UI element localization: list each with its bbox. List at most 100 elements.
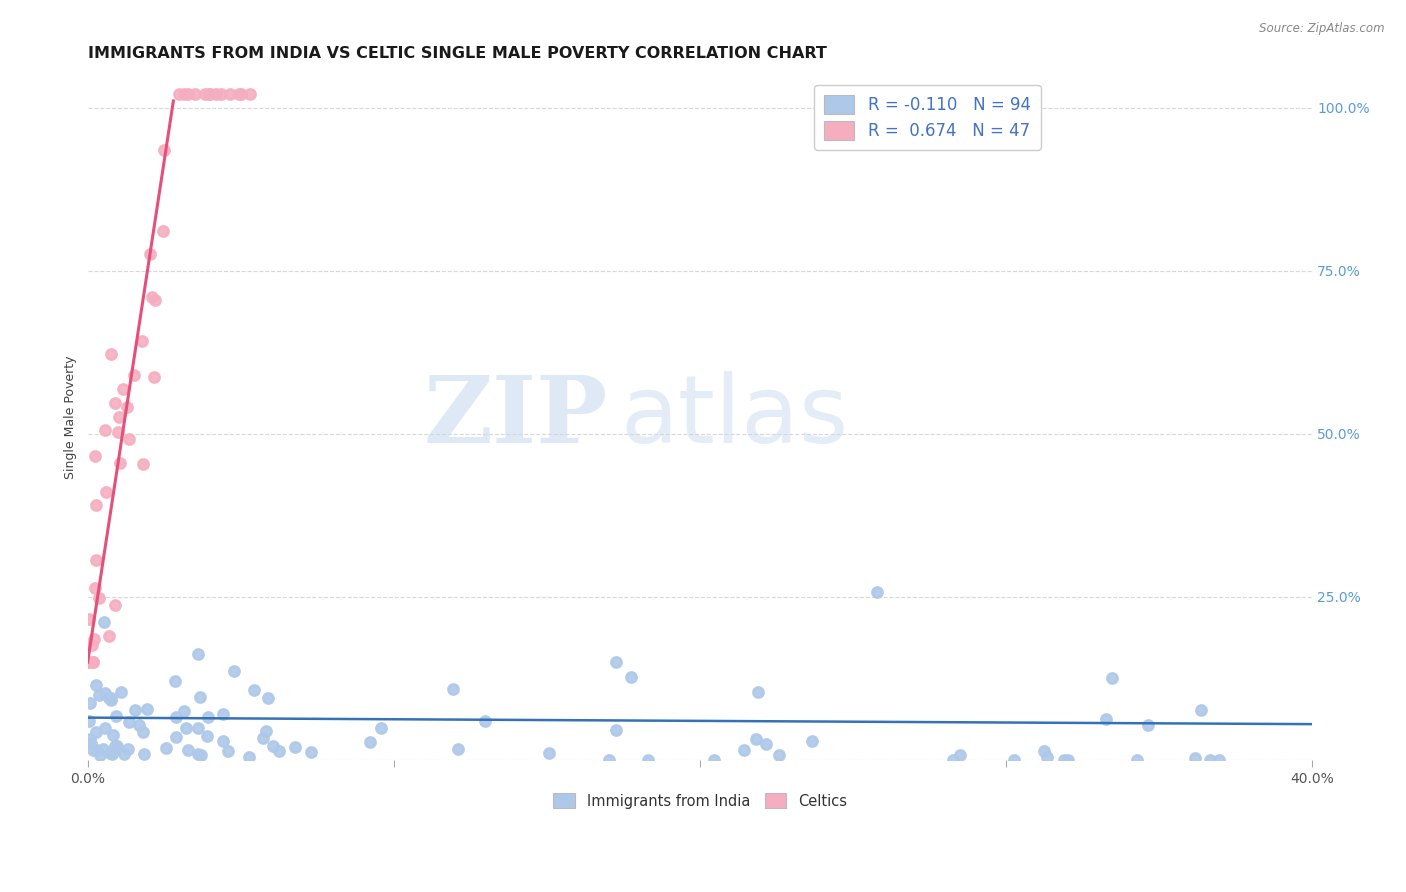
Point [79, 736, 101, 750]
Point [100, 347, 122, 361]
Point [96, 484, 118, 499]
Point [108, 410, 131, 425]
Point [174, 721, 197, 735]
Point [598, 753, 620, 767]
Point [163, 673, 186, 688]
Point [243, 683, 266, 698]
Point [101, 746, 124, 760]
Point [94, 423, 117, 437]
Point [177, 742, 200, 756]
Point [1126, 753, 1149, 767]
Point [370, 721, 392, 735]
Point [187, 648, 209, 662]
Point [257, 691, 280, 706]
Point [112, 747, 135, 762]
Point [82, 638, 104, 652]
Point [173, 704, 195, 718]
Point [77, 655, 100, 669]
Point [142, 369, 165, 384]
Point [177, 87, 200, 102]
Point [143, 293, 166, 307]
Point [1101, 671, 1123, 685]
Point [441, 681, 464, 696]
Point [1033, 744, 1056, 758]
Point [212, 707, 235, 722]
Point [1057, 753, 1080, 767]
Point [105, 709, 128, 723]
Point [212, 733, 235, 747]
Point [537, 746, 560, 760]
Point [252, 731, 274, 745]
Point [124, 703, 146, 717]
Point [77, 714, 100, 728]
Point [118, 715, 141, 730]
Point [76, 655, 98, 669]
Point [359, 735, 381, 749]
Point [110, 685, 132, 699]
Point [1002, 753, 1025, 767]
Point [79, 697, 101, 711]
Point [228, 87, 250, 102]
Point [82, 742, 104, 756]
Point [747, 685, 769, 699]
Point [101, 747, 124, 761]
Point [83, 449, 105, 463]
Point [637, 753, 659, 767]
Point [173, 87, 195, 102]
Point [115, 400, 138, 414]
Point [197, 710, 219, 724]
Point [141, 290, 163, 304]
Point [866, 585, 889, 599]
Point [205, 87, 228, 102]
Point [744, 731, 766, 746]
Point [1053, 753, 1076, 767]
Point [605, 655, 627, 669]
Point [86, 743, 108, 757]
Point [138, 247, 160, 261]
Legend: Immigrants from India, Celtics: Immigrants from India, Celtics [547, 788, 853, 814]
Point [238, 750, 260, 764]
Point [118, 432, 141, 446]
Point [217, 744, 239, 758]
Point [87, 591, 110, 606]
Point [86, 725, 108, 739]
Point [1189, 703, 1212, 717]
Point [1094, 712, 1116, 726]
Point [299, 745, 322, 759]
Point [100, 690, 122, 705]
Point [188, 690, 211, 705]
Point [1136, 717, 1159, 731]
Point [104, 396, 127, 410]
Point [620, 670, 643, 684]
Point [105, 739, 128, 753]
Point [733, 743, 755, 757]
Point [195, 729, 218, 743]
Point [132, 458, 155, 472]
Point [82, 655, 104, 669]
Point [165, 710, 187, 724]
Point [97, 690, 120, 705]
Point [79, 731, 101, 746]
Point [87, 688, 110, 702]
Point [101, 728, 124, 742]
Point [801, 733, 824, 747]
Point [84, 581, 107, 595]
Point [82, 655, 104, 669]
Point [108, 456, 131, 470]
Point [84, 498, 107, 512]
Point [104, 599, 127, 613]
Point [131, 334, 153, 349]
Point [269, 744, 291, 758]
Point [254, 723, 277, 738]
Point [98, 746, 121, 760]
Point [209, 87, 232, 102]
Point [155, 741, 177, 756]
Text: atlas: atlas [620, 371, 849, 464]
Text: Source: ZipAtlas.com: Source: ZipAtlas.com [1260, 22, 1385, 36]
Point [77, 612, 100, 626]
Point [224, 664, 246, 678]
Point [187, 721, 209, 735]
Point [91, 742, 114, 756]
Point [100, 693, 122, 707]
Point [134, 747, 156, 762]
